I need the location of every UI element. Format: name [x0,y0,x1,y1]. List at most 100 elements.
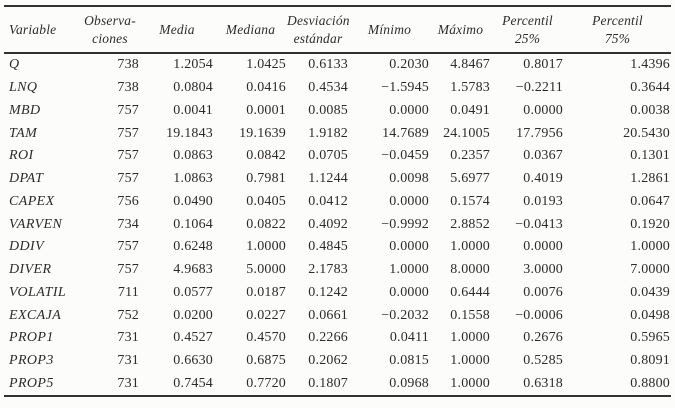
stat-value: 0.0000 [523,102,563,118]
stat-value: −0.2032 [381,307,429,323]
column-header-desviacion-estandar: Desviación estándar [287,6,350,54]
table-row: VOLATIL 711 0.0577 0.0187 0.1242 0.0000 0.6444… [4,282,671,305]
variable-name: LNQ [9,80,38,96]
stat-value: 4.8467 [450,57,490,73]
stat-value: 0.6630 [173,353,213,369]
stat-value: 0.1064 [173,216,213,232]
stat-value: 0.0842 [246,148,286,164]
stat-value: 0.0098 [389,171,429,187]
column-header-minimo: Mínimo [349,6,430,54]
stat-value: 4.9683 [173,262,213,278]
column-header-variable: Variable [4,6,80,54]
stat-value: −0.0006 [515,307,563,323]
table-row: PROP5 731 0.7454 0.7720 0.1807 0.0968 1.0000 0.… [4,373,671,397]
variable-name: EXCAJA [9,307,62,323]
stat-value: 0.0041 [173,102,213,118]
variable-name: PROP3 [9,353,54,369]
stat-value: 3.0000 [523,262,563,278]
stat-value: 1.4396 [630,57,670,73]
table-row: CAPEX 756 0.0490 0.0405 0.0412 0.0000 0.1574 0.… [4,191,671,214]
stat-value: 0.8017 [523,57,563,73]
table-row: DIVER 757 4.9683 5.0000 2.1783 1.0000 8.0000 3.… [4,259,671,282]
stat-value: 19.1843 [166,125,213,141]
stat-value: 1.0000 [450,375,490,391]
stat-value: 0.6318 [523,375,563,391]
stat-value: 0.0439 [630,284,670,300]
stat-value: 0.2676 [523,330,563,346]
stat-value: 0.0000 [389,284,429,300]
stat-value: 0.1574 [450,193,490,209]
stat-value: 0.0490 [173,193,213,209]
table-row: MBD 757 0.0041 0.0001 0.0085 0.0000 0.0491 0.00… [4,100,671,123]
stat-value: 0.1558 [450,307,490,323]
variable-name: PROP1 [9,330,54,346]
stat-value: 1.0000 [389,262,429,278]
stat-value: 8.0000 [450,262,490,278]
stat-value: 0.2062 [308,353,348,369]
variable-name: VOLATIL [9,284,67,300]
stat-value: 0.4845 [308,239,348,255]
stat-value: 1.0000 [630,239,670,255]
table-body: Q 738 1.2054 1.0425 0.6133 0.2030 4.8467 0.8017… [4,53,671,396]
table-row: LNQ 738 0.0804 0.0416 0.4534 −1.5945 1.5783 −0.… [4,77,671,100]
stat-value: 0.0367 [523,148,563,164]
stat-value: 0.7981 [246,171,286,187]
table-row: Q 738 1.2054 1.0425 0.6133 0.2030 4.8467 0.8017… [4,53,671,77]
stat-value: 14.7689 [382,125,429,141]
variable-name: ROI [9,148,34,164]
stat-value: 5.6977 [450,171,490,187]
stat-value: 0.0863 [173,148,213,164]
stat-value: −0.0459 [381,148,429,164]
stat-value: 738 [117,57,139,73]
stat-value: 756 [117,193,139,209]
stat-value: 0.0187 [246,284,286,300]
stat-value: 0.7454 [173,375,213,391]
stat-value: 1.0000 [450,330,490,346]
stat-value: 1.2054 [173,57,213,73]
variable-name: TAM [9,125,38,141]
stat-value: 0.4019 [523,171,563,187]
stat-value: 0.0416 [246,80,286,96]
stat-value: 0.1242 [308,284,348,300]
stat-value: 1.0863 [173,171,213,187]
table-row: VARVEN 734 0.1064 0.0822 0.4092 −0.9992 2.8852… [4,213,671,236]
stat-value: 0.4534 [308,80,348,96]
stat-value: 0.2266 [308,330,348,346]
stat-value: 20.5430 [623,125,670,141]
table-row: DPAT 757 1.0863 0.7981 1.1244 0.0098 5.6977 0.4… [4,168,671,191]
stat-value: 0.4570 [246,330,286,346]
column-header-maximo: Máximo [430,6,491,54]
column-header-mediana: Mediana [214,6,287,54]
stat-value: −0.2211 [515,80,563,96]
stat-value: 757 [117,239,139,255]
stat-value: 0.0200 [173,307,213,323]
stat-value: 1.0000 [450,239,490,255]
stat-value: 0.0000 [389,102,429,118]
stat-value: −1.5945 [381,80,429,96]
variable-name: CAPEX [9,193,55,209]
stat-value: 0.0227 [246,307,286,323]
stat-value: 0.0647 [630,193,670,209]
table-row: EXCAJA 752 0.0200 0.0227 0.0661 −0.2032 0.1558… [4,304,671,327]
stat-value: 731 [117,353,139,369]
stat-value: 0.3644 [630,80,670,96]
stat-value: −0.0413 [515,216,563,232]
variable-name: PROP5 [9,375,54,391]
table-row: DDIV 757 0.6248 1.0000 0.4845 0.0000 1.0000 0.0… [4,236,671,259]
stat-value: 0.0815 [389,353,429,369]
stat-value: 0.0193 [523,193,563,209]
stat-value: 2.8852 [450,216,490,232]
stat-value: 0.1807 [308,375,348,391]
stat-value: 0.6875 [246,353,286,369]
table-row: ROI 757 0.0863 0.0842 0.0705 −0.0459 0.2357 0.0… [4,145,671,168]
stat-value: 0.8091 [630,353,670,369]
stat-value: 0.0038 [630,102,670,118]
variable-name: DDIV [9,239,45,255]
stat-value: 1.0425 [246,57,286,73]
stat-value: 1.0000 [450,353,490,369]
table-row: PROP1 731 0.4527 0.4570 0.2266 0.0411 1.0000 0.… [4,327,671,350]
stat-value: 731 [117,330,139,346]
stat-value: 0.1920 [630,216,670,232]
stat-value: 0.6444 [450,284,490,300]
stat-value: 1.0000 [246,239,286,255]
